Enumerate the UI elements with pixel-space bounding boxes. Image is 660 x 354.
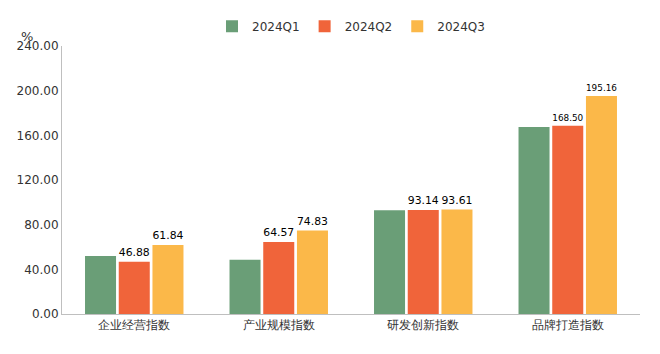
svg-text:240.00: 240.00: [17, 39, 59, 53]
svg-text:200.00: 200.00: [17, 84, 59, 98]
svg-text:61.84: 61.84: [152, 229, 183, 242]
svg-text:64.57: 64.57: [263, 226, 294, 239]
svg-text:74.83: 74.83: [297, 215, 328, 228]
svg-text:40.00: 40.00: [24, 263, 58, 277]
svg-text:企业经营指数: 企业经营指数: [98, 318, 170, 332]
svg-text:93.14: 93.14: [408, 194, 439, 207]
svg-text:46.88: 46.88: [119, 246, 150, 259]
svg-text:168.50: 168.50: [552, 113, 583, 123]
svg-text:2024Q3: 2024Q3: [437, 20, 485, 34]
svg-text:产业规模指数: 产业规模指数: [243, 318, 315, 332]
svg-text:80.00: 80.00: [24, 218, 58, 232]
svg-text:2024Q1: 2024Q1: [252, 20, 300, 34]
svg-text:%: %: [21, 29, 33, 44]
svg-text:品牌打造指数: 品牌打造指数: [532, 318, 604, 332]
svg-text:160.00: 160.00: [17, 129, 59, 143]
svg-text:研发创新指数: 研发创新指数: [387, 318, 459, 332]
svg-text:0.00: 0.00: [32, 307, 59, 321]
svg-text:120.00: 120.00: [17, 173, 59, 187]
svg-text:195.16: 195.16: [586, 83, 617, 93]
svg-text:93.61: 93.61: [441, 194, 472, 207]
svg-text:2024Q2: 2024Q2: [345, 20, 393, 34]
